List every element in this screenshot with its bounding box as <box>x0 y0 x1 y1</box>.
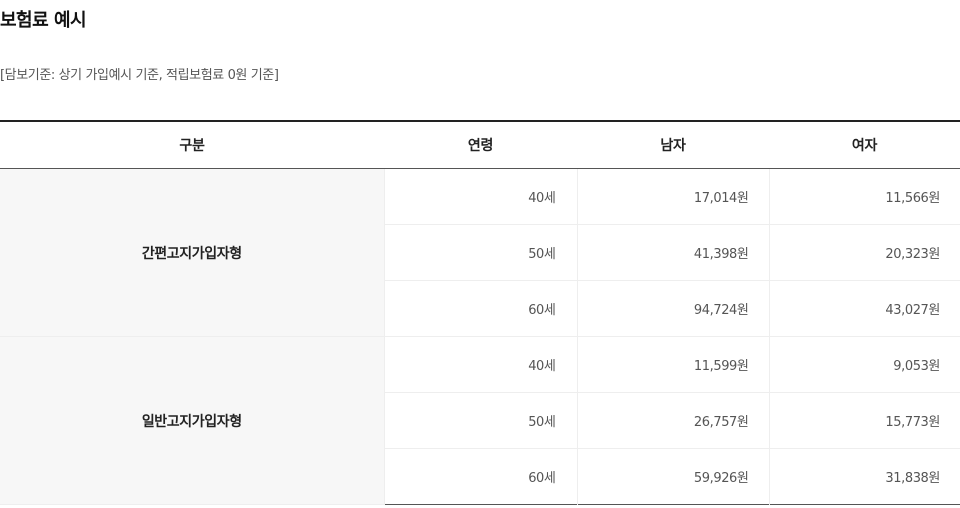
table-header-row: 구분 연령 남자 여자 <box>0 121 960 169</box>
group-name: 간편고지가입자형 <box>0 168 384 337</box>
female-premium-cell: 9,053원 <box>768 336 960 393</box>
male-premium-cell: 94,724원 <box>576 280 769 337</box>
header-female: 여자 <box>769 121 960 169</box>
page-title: 보험료 예시 <box>0 10 87 31</box>
group-name: 일반고지가입자형 <box>0 336 384 505</box>
table-row: 일반고지가입자형 40세 11,599원 9,053원 <box>0 336 960 505</box>
age-cell: 40세 <box>383 336 577 393</box>
premium-table: 구분 연령 남자 여자 간편고지가입자형 40세 17,014원 11,566원… <box>0 120 960 505</box>
female-premium-cell: 11,566원 <box>768 168 960 225</box>
header-category: 구분 <box>0 121 384 169</box>
table-row: 50세 41,398원 20,323원 <box>0 224 960 281</box>
age-cell: 40세 <box>383 168 577 225</box>
male-premium-cell: 41,398원 <box>576 224 769 281</box>
age-cell: 60세 <box>383 448 577 505</box>
male-premium-cell: 59,926원 <box>576 448 769 505</box>
table-row: 60세 59,926원 31,838원 <box>0 448 960 505</box>
male-premium-cell: 17,014원 <box>576 168 769 225</box>
header-age: 연령 <box>384 121 577 169</box>
age-cell: 60세 <box>383 280 577 337</box>
table-row: 간편고지가입자형 40세 17,014원 11,566원 <box>0 168 960 337</box>
table-row: 60세 94,724원 43,027원 <box>0 280 960 337</box>
age-cell: 50세 <box>383 392 577 449</box>
male-premium-cell: 26,757원 <box>576 392 769 449</box>
age-cell: 50세 <box>383 224 577 281</box>
female-premium-cell: 20,323원 <box>768 224 960 281</box>
male-premium-cell: 11,599원 <box>576 336 769 393</box>
table-row: 50세 26,757원 15,773원 <box>0 392 960 449</box>
female-premium-cell: 43,027원 <box>768 280 960 337</box>
header-male: 남자 <box>577 121 769 169</box>
female-premium-cell: 31,838원 <box>768 448 960 505</box>
basis-note: [담보기준: 상기 가입예시 기준, 적립보험료 0원 기준] <box>0 68 279 83</box>
female-premium-cell: 15,773원 <box>768 392 960 449</box>
